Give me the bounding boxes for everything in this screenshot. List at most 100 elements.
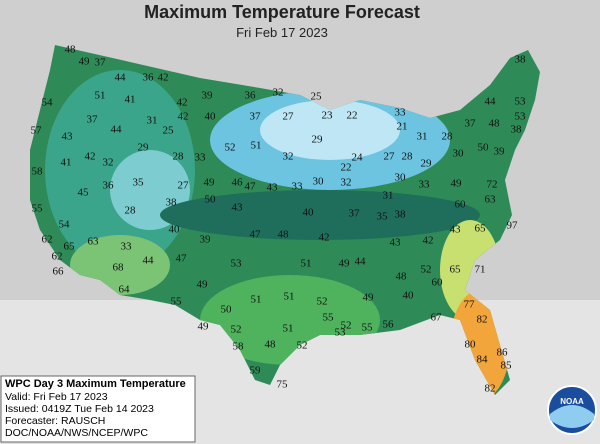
temperature: 28 [125, 205, 137, 217]
temperature: 48 [396, 271, 408, 283]
temperature: 25 [311, 91, 323, 103]
temperature: 97 [507, 220, 519, 232]
temperature: 39 [202, 90, 214, 102]
temperature: 36 [103, 180, 115, 192]
temperature: 49 [79, 56, 91, 68]
temperature: 49 [198, 321, 210, 333]
temperature: 33 [419, 179, 431, 191]
temperature: 44 [143, 255, 155, 267]
temperature: 43 [390, 237, 402, 249]
temperature: 65 [64, 241, 76, 253]
temperature: 32 [341, 177, 352, 189]
logo-text: NOAA [560, 397, 584, 406]
temperature: 52 [297, 340, 308, 352]
temperature: 43 [62, 131, 74, 143]
temperature: 56 [383, 319, 395, 331]
temperature: 32 [103, 157, 114, 169]
temperature: 41 [125, 94, 136, 106]
temperature: 37 [95, 57, 107, 69]
temperature: 47 [176, 253, 188, 265]
temperature: 54 [42, 97, 54, 109]
temperature: 33 [395, 107, 407, 119]
temperature: 55 [362, 322, 374, 334]
temperature: 62 [52, 251, 63, 263]
temperature: 43 [450, 224, 462, 236]
temperature: 71 [475, 264, 486, 276]
temperature: 53 [335, 327, 347, 339]
temperature: 50 [205, 194, 217, 206]
temperature: 40 [205, 111, 217, 123]
logo-wave [550, 405, 594, 428]
temperature: 38 [395, 209, 407, 221]
temperature: 37 [465, 118, 477, 130]
temperature: 51 [251, 140, 262, 152]
temperature: 29 [421, 158, 433, 170]
temperature: 44 [111, 124, 123, 136]
temperature: 28 [402, 151, 414, 163]
temperature: 62 [42, 234, 53, 246]
info-line: Issued: 0419Z Tue Feb 14 2023 [5, 403, 154, 415]
temperature: 29 [312, 134, 324, 146]
temperature: 32 [273, 87, 284, 99]
temperature: 32 [283, 151, 294, 163]
temperature: 49 [451, 178, 463, 190]
info-line: DOC/NOAA/NWS/NCEP/WPC [5, 427, 148, 439]
temperature: 38 [166, 197, 178, 209]
temperature: 38 [515, 54, 527, 66]
temperature: 31 [383, 190, 394, 202]
temperature: 25 [163, 125, 175, 137]
temperature: 65 [475, 223, 487, 235]
temperature: 59 [250, 365, 262, 377]
temperature: 55 [323, 312, 335, 324]
temperature: 42 [158, 72, 169, 84]
temperature: 46 [232, 177, 244, 189]
temperature: 37 [87, 114, 99, 126]
temperature: 28 [442, 131, 454, 143]
temperature: 39 [200, 234, 212, 246]
temperature: 37 [349, 208, 361, 220]
temperature: 35 [133, 177, 145, 189]
temperature: 50 [221, 304, 233, 316]
temperature: 31 [147, 115, 158, 127]
temperature: 86 [497, 347, 509, 359]
temperature: 29 [138, 142, 150, 154]
temperature: 60 [432, 277, 444, 289]
temperature: 24 [352, 152, 364, 164]
temperature: 67 [431, 312, 443, 324]
temperature: 55 [32, 203, 44, 215]
temperature: 57 [31, 125, 43, 137]
temperature: 22 [341, 162, 352, 174]
temperature: 49 [363, 292, 375, 304]
temperature: 27 [384, 151, 396, 163]
north-coldest [260, 100, 400, 160]
temperature: 52 [231, 324, 242, 336]
temperature: 43 [267, 182, 279, 194]
temperature: 33 [121, 241, 133, 253]
temperature: 41 [61, 157, 72, 169]
temperature: 58 [233, 341, 245, 353]
temperature: 28 [173, 151, 185, 163]
temperature: 53 [231, 258, 243, 270]
temperature: 48 [265, 339, 277, 351]
temperature: 80 [465, 339, 477, 351]
temperature: 47 [250, 229, 262, 241]
temperature: 63 [88, 236, 100, 248]
title: Maximum Temperature Forecast [144, 2, 420, 22]
temperature: 49 [197, 279, 209, 291]
temperature: 44 [485, 96, 497, 108]
temperature: 82 [485, 383, 496, 395]
temperature: 49 [204, 177, 216, 189]
temperature: 42 [85, 151, 96, 163]
temperature: 42 [423, 235, 434, 247]
temperature: 52 [421, 264, 432, 276]
info-line: Valid: Fri Feb 17 2023 [5, 391, 108, 403]
temperature: 52 [341, 320, 352, 332]
temperature: 37 [250, 111, 262, 123]
temperature: 44 [115, 72, 127, 84]
temperature: 51 [301, 258, 312, 270]
temperature: 44 [355, 256, 367, 268]
temperature: 54 [59, 219, 71, 231]
temperature: 85 [501, 360, 513, 372]
